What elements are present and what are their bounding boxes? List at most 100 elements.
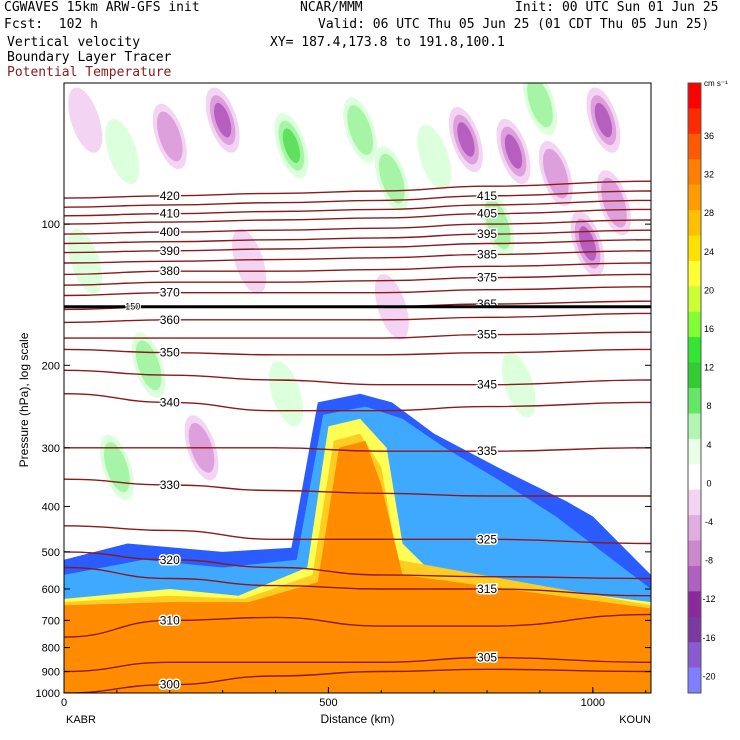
header-valid: Valid: 06 UTC Thu 05 Jun 25 (01 CDT Thu … (318, 17, 710, 32)
theta-label-420: 420 (160, 189, 180, 203)
theta-contour-380 (64, 262, 651, 276)
plot-frame (63, 82, 652, 694)
x-tick-label-0: 0 (61, 697, 67, 709)
colorbar-swatch-14 (688, 438, 701, 465)
theta-label-365: 365 (477, 297, 497, 311)
colorbar-label-12: -12 (702, 594, 715, 604)
colorbar-label-8: 4 (706, 440, 711, 450)
colorbar-label-2: 28 (704, 208, 714, 218)
colorbar-swatch-6 (688, 235, 701, 262)
theta-label-315: 315 (477, 582, 497, 596)
theta-label-325: 325 (477, 532, 497, 546)
colorbar-swatch-2 (688, 133, 701, 160)
theta-contour-330 (64, 478, 651, 497)
colorbar-swatch-21 (688, 616, 701, 643)
colorbar-swatch-17 (688, 515, 701, 541)
theta-label-370: 370 (160, 286, 180, 300)
colorbar-label-3: 24 (704, 247, 714, 257)
colorbar-swatch-18 (688, 540, 701, 567)
theta-label-390: 390 (160, 244, 180, 258)
w-cell-up-14-0 (105, 118, 140, 185)
theta-label-360: 360 (160, 313, 180, 327)
theta-contour-420 (64, 180, 651, 199)
colorbar-swatch-22 (688, 642, 701, 669)
y-tick-label-400: 400 (42, 501, 60, 513)
theta-label-345: 345 (477, 378, 497, 392)
right-station-label: KOUN (619, 714, 651, 726)
header-field3: Potential Temperature (7, 65, 172, 80)
colorbar-swatch-15 (688, 464, 701, 491)
colorbar-label-6: 12 (704, 363, 714, 373)
theta-label-415: 415 (477, 189, 497, 203)
w-cell-down-9-1 (601, 177, 627, 228)
header-field1: Vertical velocity (7, 35, 141, 50)
theta-label-330: 330 (160, 478, 180, 492)
colorbar-swatch-4 (688, 184, 701, 211)
w-cell-up-16-0 (68, 228, 103, 294)
theta-contour-310 (64, 613, 651, 638)
plot-layers: 300 305 310 315 320 325 330 335 340 345 350 355 360 3… (64, 83, 651, 693)
theta-label-300: 300 (160, 678, 180, 692)
theta-contour-385 (64, 250, 651, 264)
theta-contour-345 (64, 369, 651, 386)
y-tick-label-600: 600 (42, 584, 60, 596)
theta-contour-360 (64, 312, 651, 324)
theta-label-385: 385 (477, 247, 497, 261)
theta-contour-400 (64, 219, 651, 235)
colorbar-swatch-8 (688, 286, 701, 313)
colorbar-label-13: -16 (702, 633, 715, 643)
colorbar-swatch-1 (688, 108, 701, 135)
colorbar-label-5: 16 (704, 324, 714, 334)
colorbar-label-11: -8 (705, 556, 713, 566)
header-center: NCAR/MMM (300, 0, 363, 15)
y-tick-label-100: 100 (42, 219, 60, 231)
theta-label-375: 375 (477, 271, 497, 285)
colorbar-label-7: 8 (706, 401, 711, 411)
theta-label-350: 350 (160, 346, 180, 360)
theta-contour-415 (64, 190, 651, 208)
header-model: CGWAVES 15km ARW-GFS init (4, 0, 200, 15)
w-cell-down-7-1 (543, 148, 569, 199)
theta-label-380: 380 (160, 264, 180, 278)
theta-contour-340 (64, 393, 651, 412)
header-field2: Boundary Layer Tracer (7, 50, 172, 65)
colorbar-swatch-10 (688, 337, 701, 364)
y-tick-label-800: 800 (42, 643, 60, 655)
colorbar-swatch-19 (688, 565, 701, 592)
header-init: Init: 00 UTC Sun 01 Jun 25 (515, 0, 719, 15)
y-tick-label-900: 900 (42, 667, 60, 679)
tropopause-label: 150 (125, 302, 140, 312)
w-cell-down-8-2 (594, 102, 613, 138)
theta-label-320: 320 (160, 553, 180, 567)
x-axis-title: Distance (km) (320, 712, 394, 726)
x-tick-label-1000: 1000 (581, 697, 605, 709)
header-xy: XY= 187.4,173.8 to 191.8,100.1 (270, 35, 505, 50)
theta-label-400: 400 (160, 225, 180, 239)
theta-contour-390 (64, 239, 651, 254)
w-cell-down-15-0 (68, 87, 103, 153)
left-station-label: KABR (66, 714, 96, 726)
w-cell-up-12-0 (417, 124, 452, 190)
y-tick-label-1000: 1000 (36, 688, 60, 700)
tracer-region-4 (64, 440, 651, 693)
theta-label-305: 305 (477, 650, 497, 664)
x-tick-label-500: 500 (319, 697, 337, 709)
colorbar-swatch-23 (688, 667, 701, 694)
colorbar-label-0: 36 (704, 131, 714, 141)
w-cell-down-23-0 (232, 228, 267, 294)
theta-contour-395 (64, 229, 651, 245)
colorbar-swatch-9 (688, 311, 701, 338)
colorbar-label-4: 20 (704, 285, 714, 295)
theta-label-310: 310 (160, 613, 180, 627)
w-cell-up-1-1 (347, 105, 373, 155)
w-cell-down-5-2 (457, 122, 475, 157)
w-cell-down-6-2 (504, 134, 523, 169)
w-cell-up-0-2 (282, 128, 301, 163)
y-axis-title: Pressure (hPa), log scale (17, 332, 31, 467)
w-cell-down-4-1 (156, 111, 183, 162)
theta-contour-315 (64, 566, 651, 597)
w-cell-up-13-1 (527, 83, 553, 128)
theta-contour-405 (64, 208, 651, 225)
colorbar-unit: cm s⁻¹ (704, 79, 728, 88)
theta-contour-335 (64, 447, 651, 452)
